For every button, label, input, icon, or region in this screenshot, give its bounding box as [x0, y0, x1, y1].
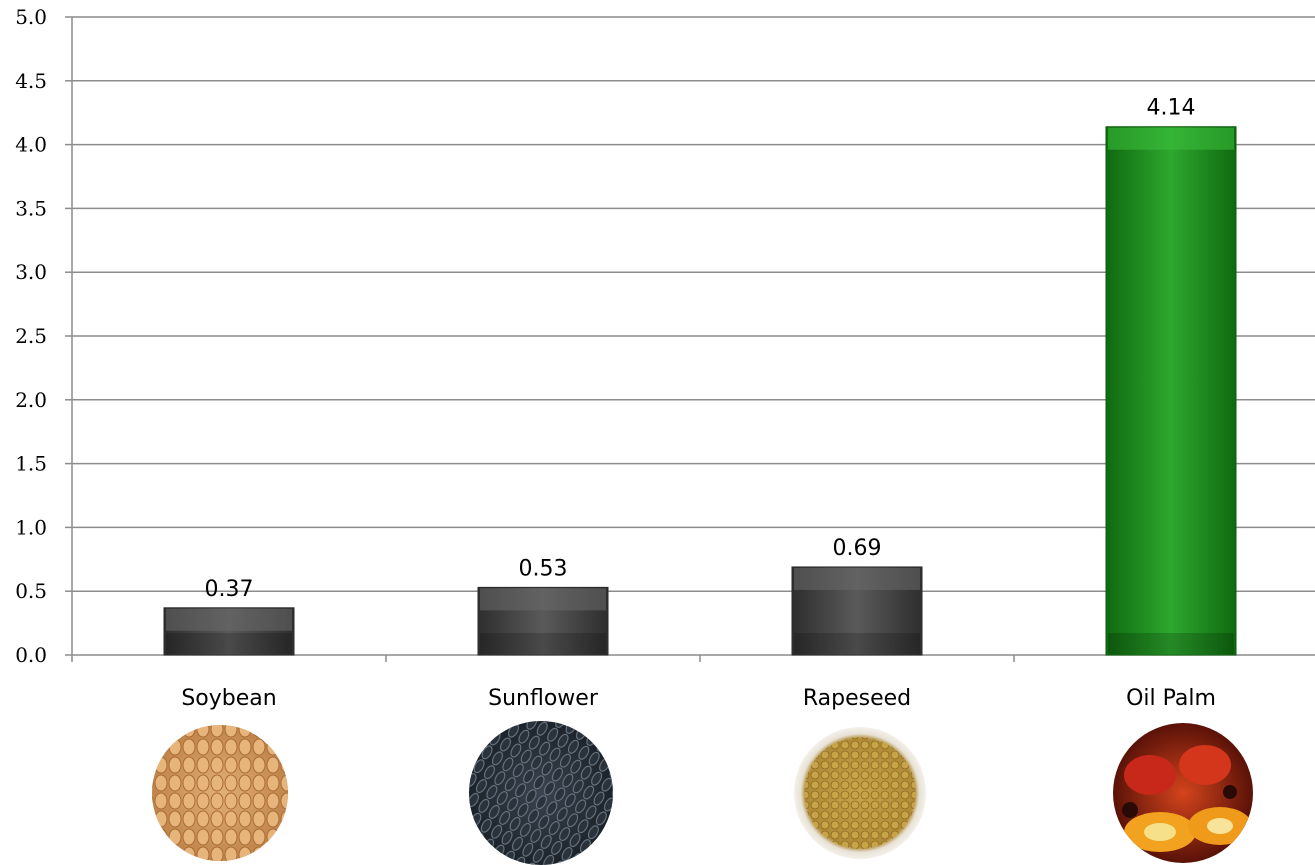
bar-oil-palm: [1105, 126, 1237, 656]
sunflower-seeds-image: [469, 721, 613, 865]
y-tick-label: 0.0: [15, 643, 47, 667]
rapeseed-seeds-image: [794, 727, 926, 859]
value-label: 4.14: [1147, 96, 1196, 121]
y-tick-label: 2.5: [15, 324, 47, 348]
category-label: Soybean: [181, 686, 276, 711]
value-label: 0.37: [205, 577, 254, 602]
bar-sunflower: [477, 586, 609, 656]
value-label: 0.69: [833, 536, 882, 561]
y-tick-label: 4.0: [15, 133, 47, 157]
category-label: Rapeseed: [803, 686, 911, 711]
y-tick-label: 1.0: [15, 515, 47, 539]
value-label: 0.53: [519, 556, 568, 581]
bar-rapeseed: [791, 566, 923, 656]
y-tick-label: 2.0: [15, 388, 47, 412]
gridlines: [72, 16, 1315, 592]
y-tick-label: 5.0: [15, 5, 47, 29]
y-tick-label: 0.5: [15, 579, 47, 603]
y-tick-label: 4.5: [15, 69, 47, 93]
bars: [163, 126, 1237, 656]
bar-soybean: [163, 607, 295, 656]
category-label: Sunflower: [488, 686, 599, 711]
y-tick-label: 3.0: [15, 260, 47, 284]
oil-palm-fruit-image: [1113, 723, 1253, 863]
y-tick-label: 1.5: [15, 452, 47, 476]
value-labels: 0.37 0.53 0.69 4.14: [205, 96, 1196, 602]
soybean-seeds-image: [152, 725, 288, 861]
y-axis-ticks: 0.0 0.5 1.0 1.5 2.0 2.5 3.0 3.5 4.0 4.5 5.0: [15, 5, 72, 667]
y-tick-label: 3.5: [15, 196, 47, 220]
category-labels: Soybean Sunflower Rapeseed Oil Palm: [181, 686, 1216, 711]
category-label: Oil Palm: [1126, 686, 1216, 711]
